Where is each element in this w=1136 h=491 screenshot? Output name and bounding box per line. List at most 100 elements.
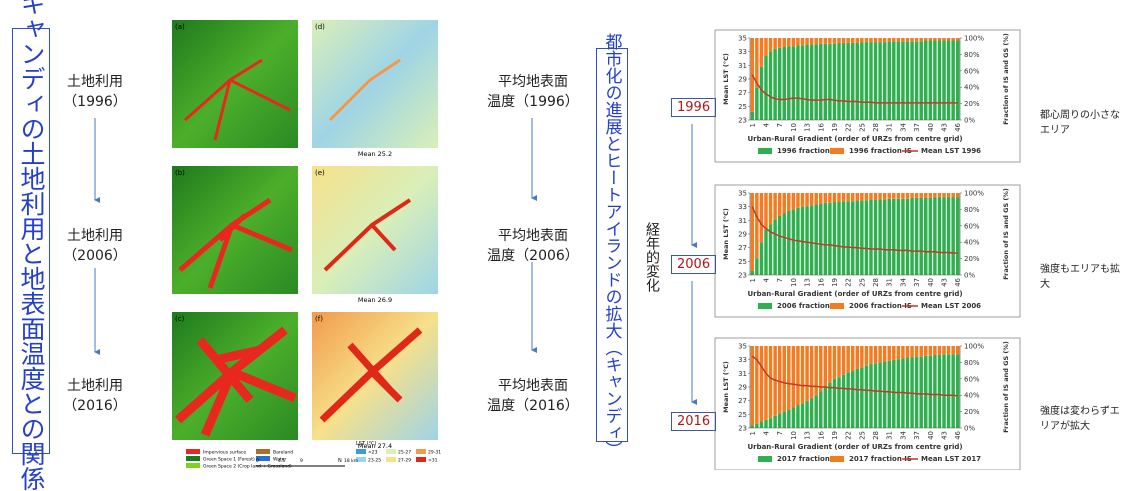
bar: [865, 193, 868, 200]
lst-label: 温度（1996）: [486, 92, 580, 112]
bar: [751, 38, 754, 112]
note: 強度は変わらずエリアが拡大: [1040, 404, 1120, 434]
x-tick-label: 31: [886, 431, 894, 440]
bar: [892, 38, 895, 41]
bar: [874, 38, 877, 42]
bar: [828, 38, 831, 44]
bar: [755, 424, 758, 428]
y2-tick-label: 40%: [964, 392, 980, 400]
slide: キャンディの土地利用と地表面温度との関係 都市化の進展とヒートアイランドの拡大（…: [0, 0, 1136, 470]
bar: [801, 45, 804, 120]
bar: [778, 48, 781, 120]
bar: [897, 38, 900, 41]
x-tick-label: 19: [831, 123, 839, 132]
bar: [837, 193, 840, 202]
bar: [892, 360, 895, 428]
bar: [769, 418, 772, 428]
bar: [792, 408, 795, 429]
bar: [860, 42, 863, 120]
y2-tick-label: 0%: [964, 117, 975, 125]
north-arrow: N: [338, 458, 342, 464]
legend-swatch: [186, 449, 200, 454]
bar: [787, 211, 790, 275]
bar: [846, 38, 849, 43]
bar: [919, 38, 922, 41]
bar: [778, 346, 781, 413]
bar: [769, 51, 772, 120]
bar: [755, 193, 758, 259]
bar: [956, 193, 959, 197]
bar: [915, 38, 918, 41]
bar: [919, 357, 922, 428]
bar: [842, 375, 845, 428]
bar: [773, 49, 776, 120]
legend-swatch: [830, 303, 844, 309]
year-box: 1996: [671, 98, 716, 117]
bar: [924, 198, 927, 275]
panel-letter: (b): [175, 169, 185, 177]
bar: [929, 38, 932, 40]
bar: [933, 346, 936, 355]
y2-tick-label: 40%: [964, 239, 980, 247]
line: [752, 75, 957, 103]
bar: [824, 44, 827, 120]
legend-swatch: [416, 457, 426, 462]
y2-tick-label: 20%: [964, 408, 980, 416]
bar: [801, 346, 804, 403]
y-tick-label: 33: [738, 48, 747, 56]
bar: [901, 41, 904, 120]
bar: [833, 38, 836, 44]
bar: [942, 38, 945, 40]
y2-tick-label: 100%: [964, 190, 984, 198]
bar: [769, 346, 772, 418]
lst-label: 温度（2006）: [486, 246, 580, 266]
legend-swatch: [186, 456, 200, 461]
bar: [801, 38, 804, 45]
bar: [792, 38, 795, 46]
bar: [865, 200, 868, 275]
bar: [796, 405, 799, 428]
bar: [837, 202, 840, 275]
bar: [888, 346, 891, 361]
year-box: 2006: [671, 255, 716, 274]
chart-frame: [715, 30, 1020, 162]
x-tick-label: 10: [790, 431, 798, 440]
bar: [833, 346, 836, 379]
bar: [929, 40, 932, 120]
y-tick-label: 27: [738, 89, 747, 97]
y2-tick-label: 100%: [964, 343, 984, 351]
land-use-label: （1996）: [58, 92, 132, 112]
y2-tick-label: 100%: [964, 35, 984, 43]
legend-label: 2017 fraction IS: [849, 455, 912, 463]
panel-letter: (f): [315, 315, 323, 323]
scale-label: 0: [256, 458, 259, 464]
y2-tick-label: 80%: [964, 206, 980, 214]
y-tick-label: 27: [738, 244, 747, 252]
x-tick-label: 37: [913, 278, 921, 287]
y-tick-label: 23: [738, 425, 747, 433]
bar: [910, 357, 913, 428]
bar: [929, 356, 932, 428]
x-tick-label: 13: [804, 431, 812, 440]
bar: [846, 201, 849, 275]
panel-letter: (c): [175, 315, 185, 323]
y-tick-label: 23: [738, 272, 747, 280]
bar: [787, 193, 790, 211]
scale-label: 9: [300, 458, 303, 464]
bar: [755, 259, 758, 275]
note: 強度もエリアも拡大: [1040, 262, 1120, 292]
bar: [837, 38, 840, 43]
bar: [924, 40, 927, 120]
bar: [783, 193, 786, 214]
bar: [915, 357, 918, 428]
bar: [851, 201, 854, 275]
bar: [787, 46, 790, 120]
x-tick-label: 1: [749, 123, 757, 127]
bar: [874, 363, 877, 428]
bar: [919, 41, 922, 120]
line: [752, 356, 957, 396]
bar: [851, 346, 854, 371]
bar: [796, 208, 799, 275]
bar: [874, 42, 877, 120]
bar: [783, 38, 786, 47]
